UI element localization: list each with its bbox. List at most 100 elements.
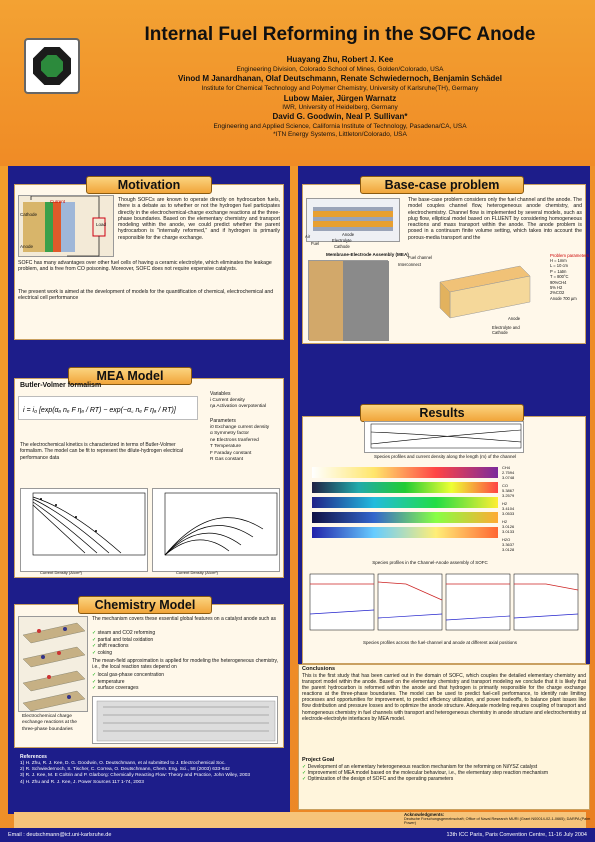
parameter-item: T Temperature xyxy=(210,444,242,450)
motivation-title: Motivation xyxy=(86,176,212,194)
feature-item: ✓ steam and CO2 reforming xyxy=(92,630,156,636)
results-caption-3: Species profiles across the fuel-channel… xyxy=(362,640,517,645)
check-icon: ✓ xyxy=(302,776,307,783)
chemistry-fig-caption: Electrochemical charge exchange reaction… xyxy=(22,714,77,732)
footer-conference: 13th ICC Paris, Paris Convention Centre,… xyxy=(446,832,587,838)
goal-item: ✓ Optimization of the design of SOFC and… xyxy=(302,776,454,783)
param-item: 5% H2 xyxy=(550,285,563,291)
chemistry-surface-diagram xyxy=(18,616,88,712)
check-icon: ✓ xyxy=(92,685,97,691)
check-icon: ✓ xyxy=(92,649,97,656)
label-cathode: Cathode xyxy=(334,244,350,249)
label-electrolyte-cathode: Electrolyte and Cathode xyxy=(492,325,520,335)
chemistry-text-1: The mechanism covers these essential glo… xyxy=(92,616,276,622)
fig-label-anode: Anode xyxy=(20,244,34,249)
goal-item: ✓ Development of an elementary heterogen… xyxy=(302,764,538,770)
variables-title: Variables xyxy=(210,391,231,397)
goal-item: ✓ Improvement of MEA model based on the … xyxy=(302,770,548,777)
colorbar-legend: CH4 2.7594 3.0748 CO 5.3867 3.2579 H2 3.4104 3… xyxy=(502,465,562,555)
check-icon: ✓ xyxy=(92,678,97,685)
motivation-text-2: SOFC has many advantages over other fuel… xyxy=(18,260,272,273)
parameter-item: i0 Exchange current density xyxy=(210,425,270,430)
reference-item: 4) H. Zhu and R. J. Kee, J. Power Source… xyxy=(20,779,144,785)
feature-item: ✓ coking xyxy=(92,649,113,656)
affiliation-line-2: Institute for Chemical Technology and Po… xyxy=(201,85,479,92)
footer-email[interactable]: Email : deutschmann@ict.uni-karlsruhe.de xyxy=(8,832,112,838)
references-list: 1) H. Zhu, R. J. Kee, D. G. Goodwin, O. … xyxy=(20,761,290,786)
label-anode-3d: Anode xyxy=(508,316,521,321)
check-icon: ✓ xyxy=(302,770,307,777)
power-chart-xlabel: Current Density (A/cm²) xyxy=(176,570,219,575)
conclusions-text: This is the first study that has been ca… xyxy=(302,673,586,722)
project-goal-title: Project Goal xyxy=(302,757,335,763)
ack-item: Deutsche Forschungsgemeinschaft xyxy=(404,817,464,821)
colorbar-ch4: CH4 2.7594 3.0748 xyxy=(502,465,515,480)
base-case-title: Base-case problem xyxy=(360,176,524,194)
problem-params-list: H = 1mm L = 10 cm P = 1atm T = 800°C 90%… xyxy=(550,258,577,301)
feature-item: ✓ surface coverages xyxy=(92,685,139,691)
reference-item: 1) H. Zhu, R. J. Kee, D. G. Goodwin, O. … xyxy=(20,761,226,766)
voltage-chart-xlabel: Current Density (A/cm²) xyxy=(40,570,83,575)
charge-exchange-diagram xyxy=(92,696,278,744)
fig-label-load: Load xyxy=(96,222,107,227)
footer: Email : deutschmann@ict.uni-karlsruhe.de… xyxy=(0,828,595,842)
references-strip xyxy=(14,812,586,828)
chemistry-features-1: ✓ steam and CO2 reforming ✓ partial and … xyxy=(92,630,155,656)
mea-text: The electrochemical kinetics is characte… xyxy=(20,442,184,461)
affiliation-line-5: *ITN Energy Systems, Littleton/Colorado,… xyxy=(273,131,407,138)
university-logo xyxy=(24,38,80,94)
check-icon: ✓ xyxy=(92,630,97,636)
mea-micrograph xyxy=(308,260,389,341)
label-air: Air xyxy=(305,234,311,239)
parameters-title: Parameters xyxy=(210,418,236,424)
axial-profile-charts xyxy=(306,570,582,634)
chemistry-title: Chemistry Model xyxy=(78,596,212,614)
results-title: Results xyxy=(360,404,524,422)
variable-item: i Current density xyxy=(210,398,245,403)
affiliation-line-3: IWR, University of Heidelberg, Germany xyxy=(282,104,398,111)
param-item: 2%CO2 xyxy=(550,290,565,296)
authors-line-4: David G. Goodwin, Neal P. Sullivan* xyxy=(272,112,408,121)
reference-item: 3) R. J. Kee, M. E Coltrin and P. Glarbo… xyxy=(20,773,251,779)
voltage-chart xyxy=(20,488,148,572)
variables-list: i Current density ηa Activation overpote… xyxy=(210,398,266,410)
contour-co xyxy=(312,482,498,493)
reference-item: 2) R. Schwiedernoch, S. Tischer, C. Corr… xyxy=(20,767,230,773)
colorbar-h2o: H2O 3.3637 3.0128 xyxy=(502,537,515,552)
feature-item: ✓ partial and total oxidation xyxy=(92,636,154,643)
mea-title: MEA Model xyxy=(68,367,192,385)
problem-params-title: Problem parameters xyxy=(550,253,589,258)
results-caption-1: Species profiles and current density alo… xyxy=(373,454,517,459)
authors-line-2: Vinod M Janardhanan, Olaf Deutschmann, R… xyxy=(178,74,502,83)
contour-h2-anode xyxy=(312,512,498,523)
power-chart xyxy=(152,488,280,572)
check-icon: ✓ xyxy=(302,764,307,770)
acknowledgments-title: Acknowledgments: xyxy=(404,812,445,817)
channel-3d-diagram xyxy=(430,262,540,320)
ack-item: DARPA (Palm Power) xyxy=(404,817,591,826)
parameter-item: ne Electrons tranferred xyxy=(210,437,259,443)
param-item: Anode 700 µm xyxy=(550,295,577,301)
variable-item: ηa Activation overpotential xyxy=(210,404,267,409)
check-icon: ✓ xyxy=(92,672,97,678)
acknowledgments-list: Deutsche Forschungsgemeinschaft; Office … xyxy=(404,817,591,826)
sofc-cell-diagram xyxy=(18,195,114,257)
affiliation-line-1: Engineering Division, Colorado School of… xyxy=(236,66,444,73)
chemistry-text-2: The mean-field approximation is applied … xyxy=(92,658,278,671)
check-icon: ✓ xyxy=(92,643,97,649)
parameter-item: R Gas constant xyxy=(210,457,244,463)
references-title: References xyxy=(20,754,47,760)
butler-volmer-equation: i = i₀ [exp(αₐ nₑ F ηₐ / RT) − exp(−α꜀ n… xyxy=(18,396,198,420)
label-interconnect: Interconnect xyxy=(398,262,422,267)
authors-line-3: Lubow Maier, Jürgen Warnatz xyxy=(283,94,397,103)
motivation-text-1: Though SOFCs are known to operate direct… xyxy=(118,197,280,241)
label-fuel: Fuel xyxy=(311,241,320,246)
feature-item: ✓ local gas-phase concentration xyxy=(92,672,165,678)
base-case-text: The base-case problem considers only the… xyxy=(408,197,582,241)
feature-item: ✓ temperature xyxy=(92,678,125,685)
fig-label-cathode: Cathode xyxy=(20,212,38,217)
motivation-text-3: The present work is aimed at the develop… xyxy=(18,289,274,302)
label-anode: Anode xyxy=(342,232,355,237)
fig-label-current-top: Current xyxy=(50,199,66,204)
header xyxy=(0,0,595,166)
